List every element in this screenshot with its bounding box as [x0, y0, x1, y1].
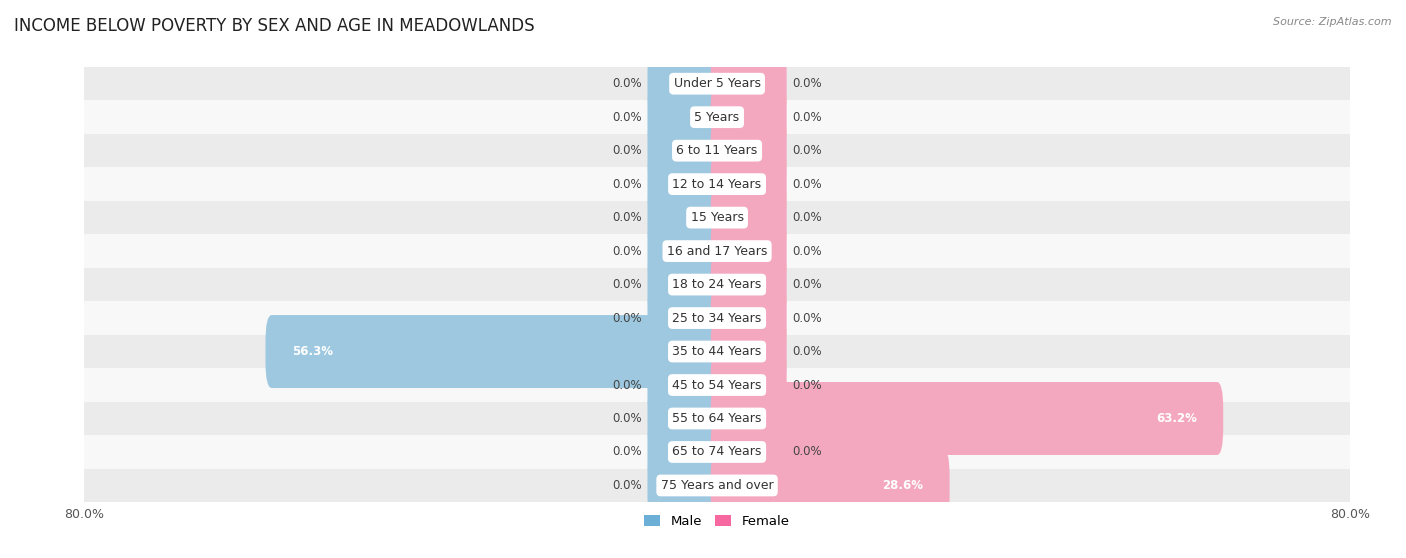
- Bar: [84, 234, 1350, 268]
- FancyBboxPatch shape: [711, 81, 787, 153]
- FancyBboxPatch shape: [711, 349, 787, 421]
- FancyBboxPatch shape: [648, 248, 724, 321]
- Text: 63.2%: 63.2%: [1156, 412, 1197, 425]
- Text: 75 Years and over: 75 Years and over: [661, 479, 773, 492]
- Bar: [84, 201, 1350, 234]
- Text: 0.0%: 0.0%: [612, 211, 643, 224]
- Text: 0.0%: 0.0%: [792, 378, 823, 392]
- Text: 0.0%: 0.0%: [792, 311, 823, 325]
- FancyBboxPatch shape: [648, 114, 724, 187]
- Text: 45 to 54 Years: 45 to 54 Years: [672, 378, 762, 392]
- FancyBboxPatch shape: [648, 282, 724, 354]
- Text: 25 to 34 Years: 25 to 34 Years: [672, 311, 762, 325]
- Text: 6 to 11 Years: 6 to 11 Years: [676, 144, 758, 157]
- FancyBboxPatch shape: [648, 148, 724, 220]
- Text: 0.0%: 0.0%: [612, 144, 643, 157]
- Text: 0.0%: 0.0%: [612, 177, 643, 191]
- Text: 35 to 44 Years: 35 to 44 Years: [672, 345, 762, 358]
- Text: 0.0%: 0.0%: [792, 278, 823, 291]
- Text: 5 Years: 5 Years: [695, 110, 740, 124]
- FancyBboxPatch shape: [648, 416, 724, 488]
- Text: 16 and 17 Years: 16 and 17 Years: [666, 244, 768, 258]
- Legend: Male, Female: Male, Female: [638, 508, 796, 535]
- FancyBboxPatch shape: [648, 81, 724, 153]
- Text: 0.0%: 0.0%: [612, 479, 643, 492]
- Text: 15 Years: 15 Years: [690, 211, 744, 224]
- FancyBboxPatch shape: [711, 114, 787, 187]
- Bar: [84, 402, 1350, 435]
- Text: 0.0%: 0.0%: [792, 211, 823, 224]
- Text: Source: ZipAtlas.com: Source: ZipAtlas.com: [1274, 17, 1392, 27]
- Text: 0.0%: 0.0%: [792, 244, 823, 258]
- Text: 0.0%: 0.0%: [612, 378, 643, 392]
- Text: 0.0%: 0.0%: [612, 278, 643, 291]
- Text: 55 to 64 Years: 55 to 64 Years: [672, 412, 762, 425]
- FancyBboxPatch shape: [711, 47, 787, 120]
- Text: 0.0%: 0.0%: [612, 311, 643, 325]
- FancyBboxPatch shape: [648, 215, 724, 287]
- Bar: [84, 301, 1350, 335]
- FancyBboxPatch shape: [711, 215, 787, 287]
- FancyBboxPatch shape: [266, 315, 724, 388]
- Bar: [84, 268, 1350, 301]
- Text: 12 to 14 Years: 12 to 14 Years: [672, 177, 762, 191]
- Text: 28.6%: 28.6%: [883, 479, 924, 492]
- Text: 0.0%: 0.0%: [792, 177, 823, 191]
- Text: 0.0%: 0.0%: [792, 110, 823, 124]
- FancyBboxPatch shape: [711, 449, 949, 522]
- Bar: [84, 435, 1350, 469]
- Text: 0.0%: 0.0%: [792, 345, 823, 358]
- Text: 0.0%: 0.0%: [612, 445, 643, 459]
- Text: 0.0%: 0.0%: [612, 412, 643, 425]
- Bar: [84, 167, 1350, 201]
- FancyBboxPatch shape: [711, 416, 787, 488]
- FancyBboxPatch shape: [711, 148, 787, 220]
- Text: 18 to 24 Years: 18 to 24 Years: [672, 278, 762, 291]
- Text: 0.0%: 0.0%: [612, 244, 643, 258]
- FancyBboxPatch shape: [648, 47, 724, 120]
- FancyBboxPatch shape: [648, 181, 724, 254]
- Text: 0.0%: 0.0%: [612, 110, 643, 124]
- FancyBboxPatch shape: [711, 181, 787, 254]
- FancyBboxPatch shape: [648, 382, 724, 455]
- FancyBboxPatch shape: [648, 449, 724, 522]
- FancyBboxPatch shape: [711, 282, 787, 354]
- FancyBboxPatch shape: [711, 382, 1223, 455]
- Text: INCOME BELOW POVERTY BY SEX AND AGE IN MEADOWLANDS: INCOME BELOW POVERTY BY SEX AND AGE IN M…: [14, 17, 534, 35]
- Bar: [84, 335, 1350, 368]
- Bar: [84, 134, 1350, 167]
- Text: Under 5 Years: Under 5 Years: [673, 77, 761, 90]
- FancyBboxPatch shape: [711, 248, 787, 321]
- FancyBboxPatch shape: [648, 349, 724, 421]
- Bar: [84, 368, 1350, 402]
- Text: 0.0%: 0.0%: [792, 445, 823, 459]
- Text: 0.0%: 0.0%: [792, 77, 823, 90]
- Text: 0.0%: 0.0%: [612, 77, 643, 90]
- Bar: [84, 67, 1350, 100]
- Bar: [84, 469, 1350, 502]
- Text: 0.0%: 0.0%: [792, 144, 823, 157]
- Text: 56.3%: 56.3%: [291, 345, 333, 358]
- FancyBboxPatch shape: [711, 315, 787, 388]
- Bar: [84, 100, 1350, 134]
- Text: 65 to 74 Years: 65 to 74 Years: [672, 445, 762, 459]
